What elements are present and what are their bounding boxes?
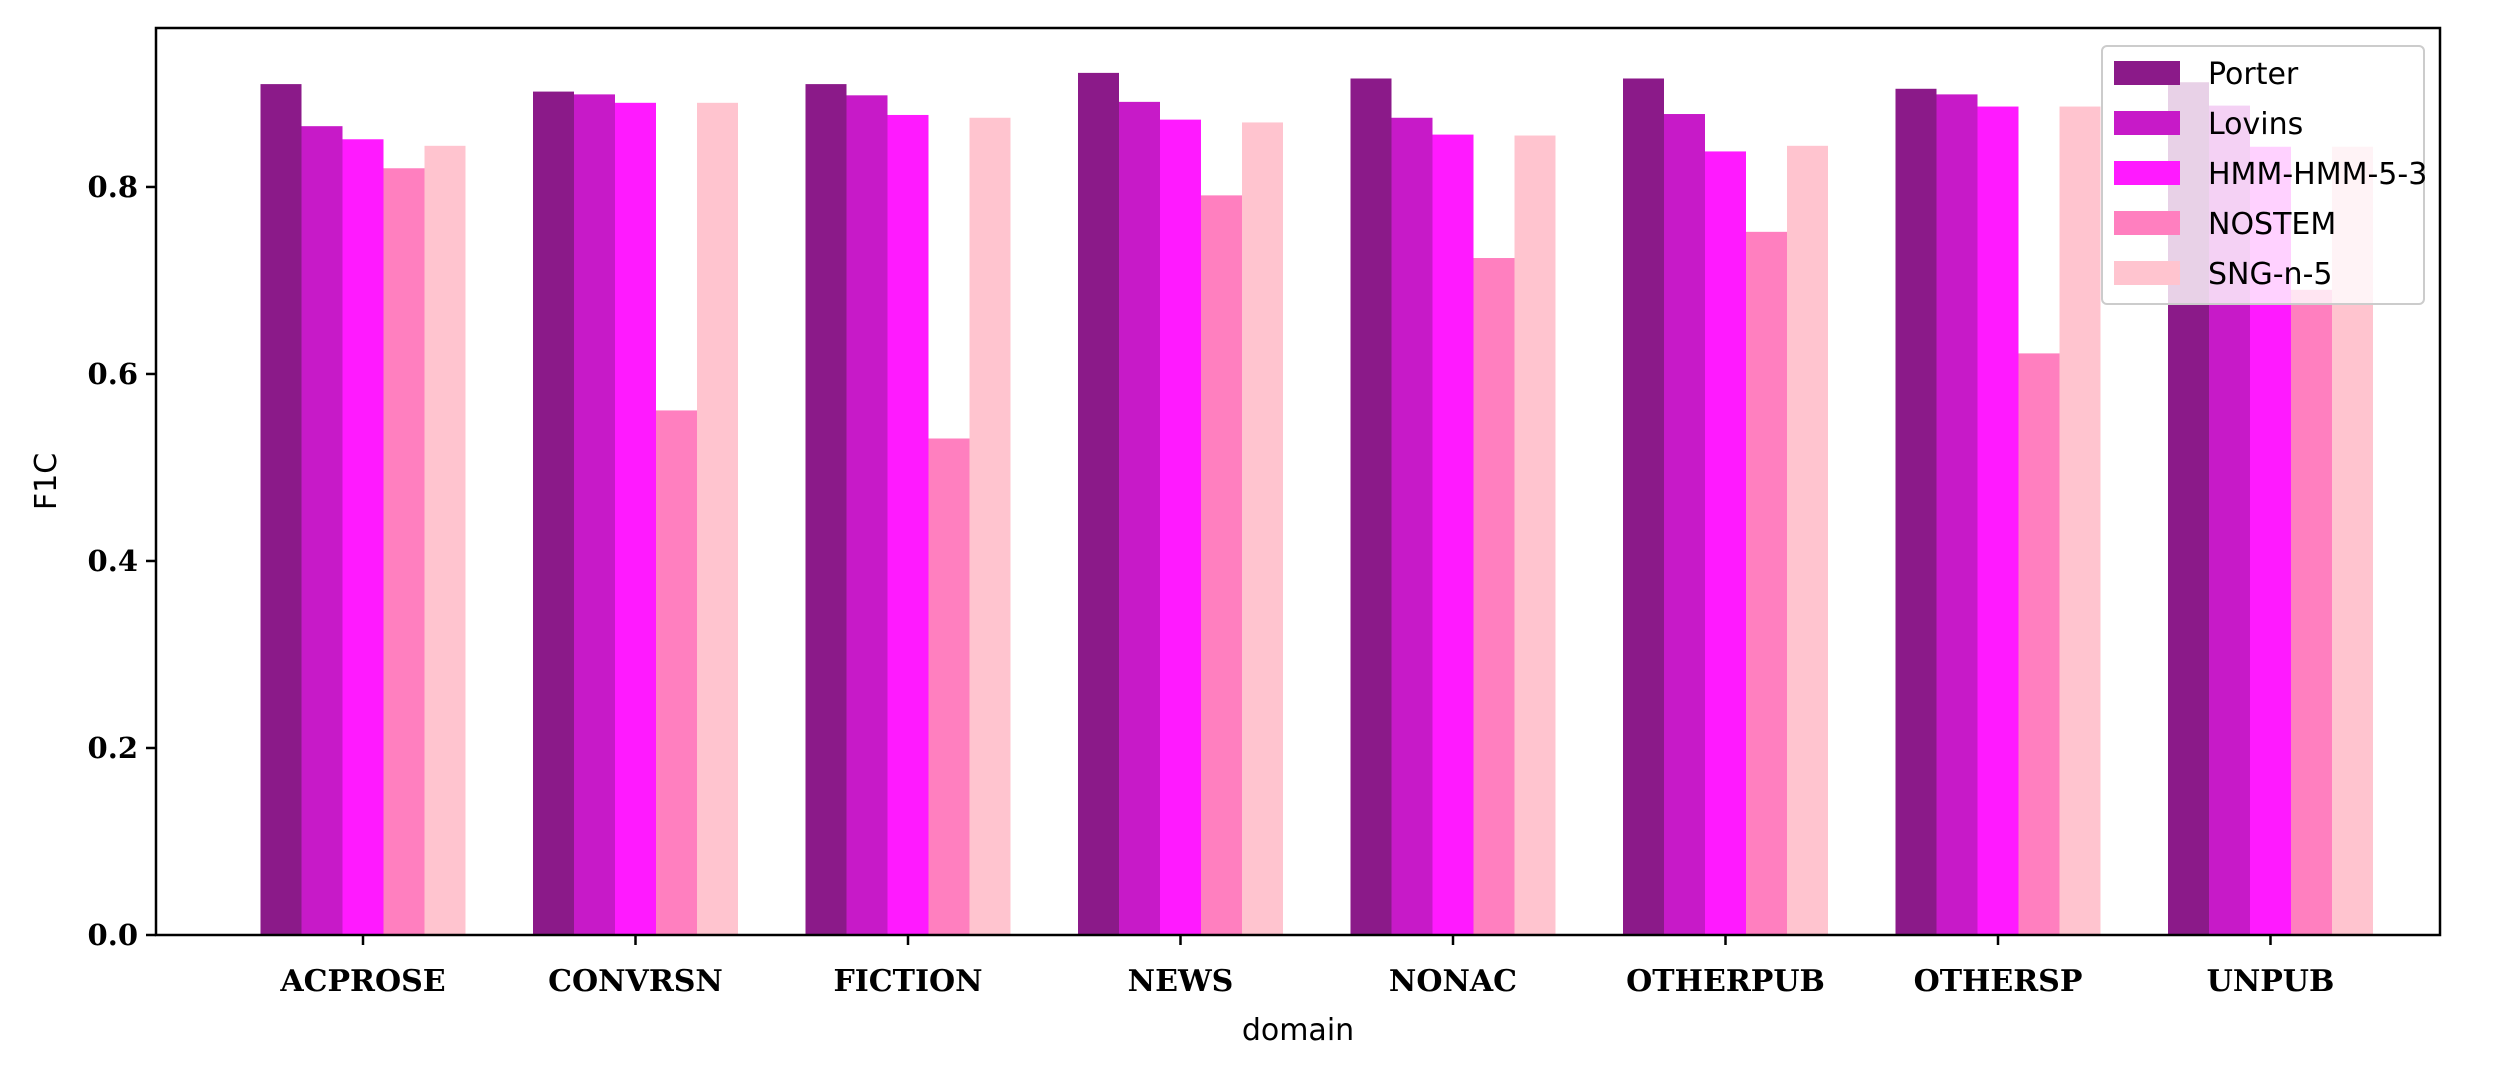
bar-sng-n-5-otherpub [1787,145,1828,935]
bar-porter-convrsn [533,91,574,936]
legend-swatch [2114,211,2180,235]
bar-sng-n-5-acprose [424,145,466,935]
legend-swatch [2114,111,2180,135]
y-tick-label: 0.8 [88,170,138,204]
x-tick-label-otherpub: OTHERPUB [1626,964,1825,999]
bar-lovins-othersp [1936,94,1978,935]
bar-lovins-convrsn [574,94,615,935]
legend-swatch [2114,61,2180,85]
bar-nostem-news [1201,195,1242,936]
bar-lovins-news [1119,101,1160,935]
x-tick-label-nonac: NONAC [1389,964,1517,999]
y-tick-label: 0.2 [88,731,138,765]
x-tick-label-unpub: UNPUB [2207,964,2335,999]
legend: Porter Lovins HMM-HMM-5-3 NOSTEM SNG-n-5 [2101,45,2427,305]
bar-nostem-othersp [2018,353,2060,935]
bar-sng-n-5-othersp [2059,106,2101,936]
bar-nostem-nonac [1473,258,1515,935]
x-tick-label-news: NEWS [1128,964,1234,999]
x-tick-label-acprose: ACPROSE [279,964,445,999]
x-tick-label-fiction: FICTION [833,964,982,999]
y-tick-label: 0.0 [88,918,138,952]
bar-nostem-acprose [383,168,425,935]
bar-lovins-otherpub [1664,114,1705,936]
bar-hmm-hmm-5-3-otherpub [1705,151,1746,935]
bar-nostem-unpub [2291,289,2332,935]
bar-hmm-hmm-5-3-othersp [1977,106,2019,936]
bar-hmm-hmm-5-3-fiction [887,114,929,936]
bar-porter-othersp [1895,88,1937,936]
bar-sng-n-5-fiction [969,117,1011,935]
bar-porter-nonac [1350,78,1392,935]
y-tick-label: 0.4 [88,544,138,578]
bar-porter-fiction [805,84,847,936]
bar-hmm-hmm-5-3-news [1160,119,1201,935]
y-axis: 0.0 0.2 0.4 0.6 0.8 [88,170,156,952]
bar-lovins-fiction [846,95,888,935]
y-axis-label: F1C [29,453,64,510]
x-tick-label-convrsn: CONVRSN [548,964,723,999]
bar-hmm-hmm-5-3-nonac [1432,134,1474,935]
plot-frame [154,26,2442,937]
bar-sng-n-5-convrsn [697,102,738,935]
bar-nostem-fiction [928,438,970,935]
bar-nostem-convrsn [656,410,697,935]
legend-label: Lovins [2208,107,2303,142]
legend-label: SNG-n-5 [2208,257,2332,292]
legend-label: HMM-HMM-5-3 [2208,157,2427,192]
bar-sng-n-5-news [1242,122,1283,936]
bar-porter-acprose [260,84,302,936]
bar-porter-otherpub [1623,78,1664,935]
legend-swatch [2114,161,2180,185]
bar-nostem-otherpub [1746,231,1787,935]
bar-sng-n-5-nonac [1514,135,1556,935]
legend-label: Porter [2208,57,2299,92]
bar-hmm-hmm-5-3-convrsn [615,102,656,935]
x-axis-label: domain [1242,1013,1354,1048]
legend-swatch [2114,261,2180,285]
x-tick-label-othersp: OTHERSP [1914,964,2083,999]
x-axis: ACPROSE CONVRSN FICTION NEWS NONAC OTHERPUB OT… [279,935,2334,999]
y-tick-label: 0.6 [88,357,138,391]
bar-lovins-acprose [301,126,343,935]
bar-porter-news [1078,72,1119,936]
legend-label: NOSTEM [2208,207,2336,242]
bars-group [260,72,2373,936]
bar-lovins-nonac [1391,117,1433,935]
bar-hmm-hmm-5-3-acprose [342,139,384,936]
legend-box [2101,45,2425,305]
